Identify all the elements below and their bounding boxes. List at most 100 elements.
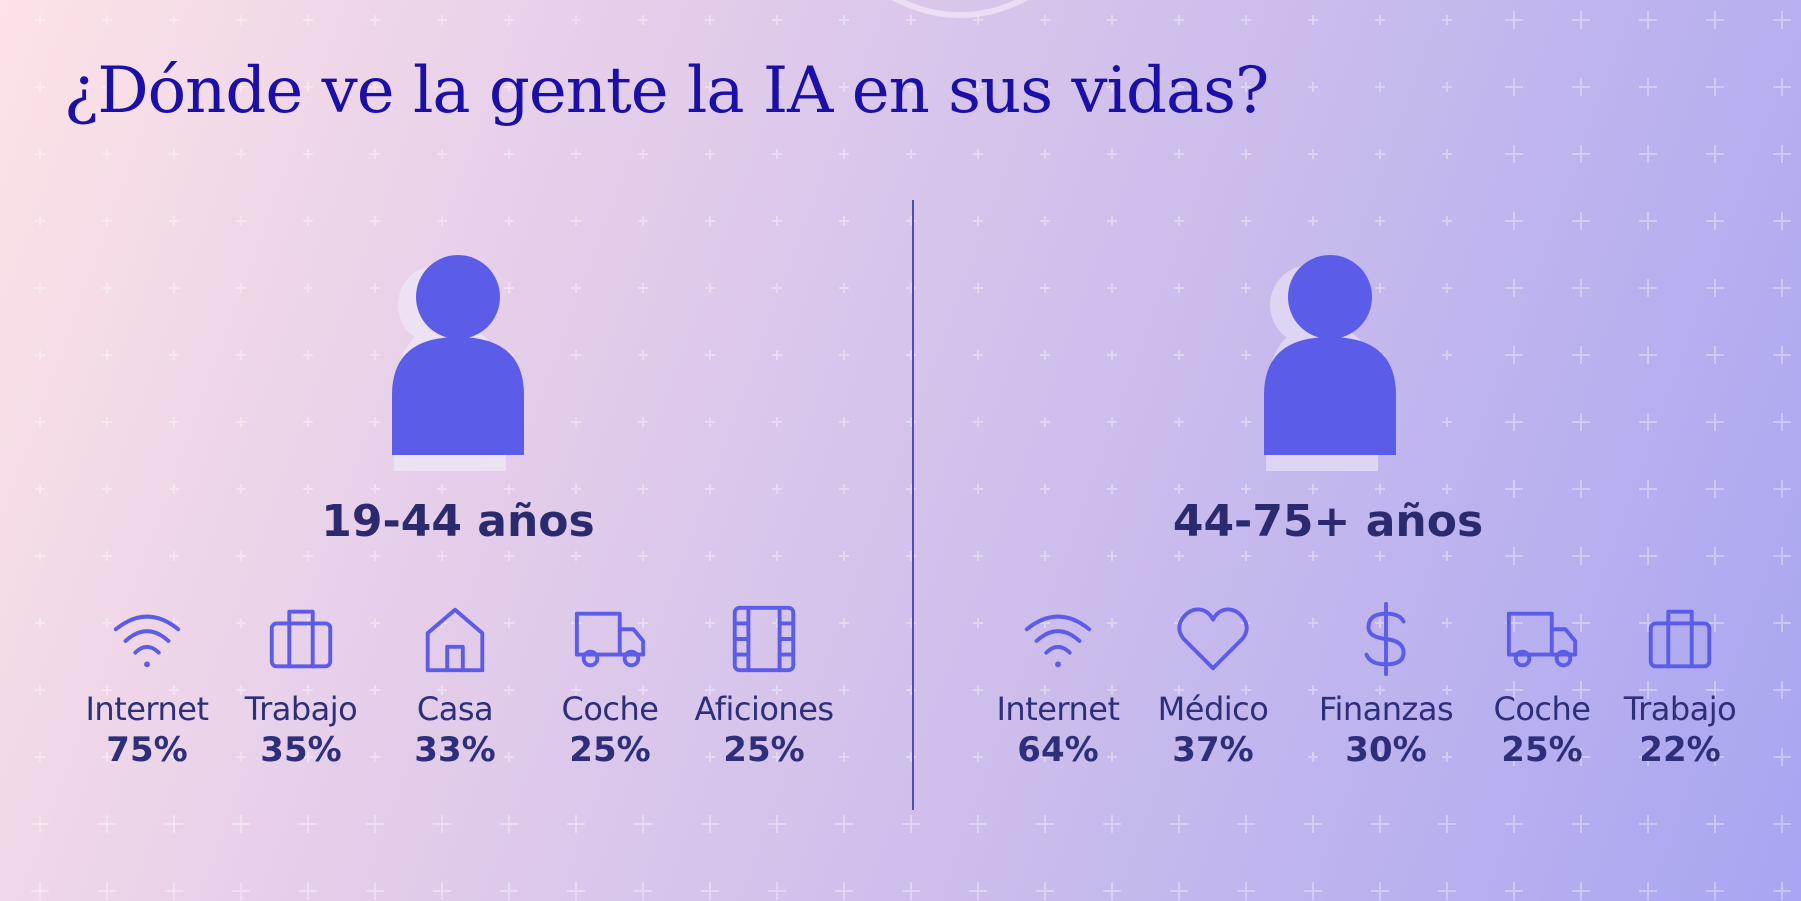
plus-decoration (236, 216, 246, 226)
plus-decoration (504, 283, 514, 293)
plus-decoration (973, 350, 983, 360)
plus-decoration (1375, 82, 1385, 92)
plus-decoration (1639, 681, 1657, 699)
plus-decoration (1572, 413, 1590, 431)
plus-decoration (567, 882, 585, 900)
briefcase-icon (1648, 609, 1712, 669)
plus-decoration (1241, 752, 1251, 762)
plus-decoration (1107, 685, 1117, 695)
group-divider (912, 200, 914, 810)
plus-decoration (1375, 685, 1385, 695)
plus-decoration (169, 283, 179, 293)
plus-decoration (1174, 149, 1184, 159)
category-label: Internet (85, 690, 209, 728)
plus-decoration (571, 350, 581, 360)
truck-icon (574, 611, 646, 668)
plus-decoration (102, 618, 112, 628)
category-value: 22% (1639, 730, 1721, 770)
plus-decoration (906, 350, 916, 360)
plus-decoration (35, 149, 45, 159)
plus-decoration (1040, 484, 1050, 494)
plus-decoration (1442, 350, 1452, 360)
plus-decoration (303, 15, 313, 25)
plus-decoration (303, 484, 313, 494)
plus-decoration (370, 618, 380, 628)
plus-decoration (366, 815, 384, 833)
plus-decoration (165, 815, 183, 833)
plus-decoration (973, 618, 983, 628)
plus-decoration (1040, 283, 1050, 293)
plus-decoration (1639, 78, 1657, 96)
category-label: Trabajo (244, 690, 358, 728)
plus-decoration (1572, 346, 1590, 364)
plus-decoration (370, 417, 380, 427)
plus-decoration (1773, 547, 1791, 565)
plus-decoration (1572, 279, 1590, 297)
plus-decoration (969, 815, 987, 833)
plus-decoration (1773, 480, 1791, 498)
plus-decoration (638, 618, 648, 628)
plus-decoration (969, 882, 987, 900)
category-value: 37% (1172, 730, 1254, 770)
plus-decoration (1639, 882, 1657, 900)
plus-decoration (638, 685, 648, 695)
plus-decoration (370, 484, 380, 494)
plus-decoration (1706, 480, 1724, 498)
plus-decoration (1706, 547, 1724, 565)
plus-decoration (1036, 882, 1054, 900)
plus-decoration (1572, 11, 1590, 29)
plus-decoration (299, 882, 317, 900)
plus-decoration (1375, 149, 1385, 159)
plus-decoration (705, 350, 715, 360)
plus-decoration (169, 417, 179, 427)
plus-decoration (35, 618, 45, 628)
plus-decoration (102, 82, 112, 92)
page-title: ¿Dónde ve la gente la IA en sus vidas? (64, 54, 1269, 128)
plus-decoration (768, 882, 786, 900)
plus-decoration (973, 15, 983, 25)
plus-decoration (1174, 283, 1184, 293)
plus-decoration (705, 216, 715, 226)
plus-decoration (1442, 618, 1452, 628)
plus-decoration (1237, 882, 1255, 900)
plus-decoration (102, 15, 112, 25)
plus-decoration (1639, 413, 1657, 431)
category-item: Casa 33% (375, 600, 535, 770)
plus-decoration (567, 815, 585, 833)
plus-decoration (906, 484, 916, 494)
dollar-icon (1364, 601, 1406, 677)
plus-decoration (303, 685, 313, 695)
plus-decoration (973, 685, 983, 695)
plus-decoration (571, 484, 581, 494)
category-label: Trabajo (1623, 690, 1737, 728)
plus-decoration (638, 484, 648, 494)
category-label: Aficiones (694, 690, 834, 728)
plus-decoration (370, 685, 380, 695)
plus-decoration (1505, 547, 1523, 565)
truck-icon (1506, 611, 1578, 668)
plus-decoration (1773, 882, 1791, 900)
plus-decoration (1308, 82, 1318, 92)
plus-decoration (1706, 212, 1724, 230)
plus-decoration (102, 551, 112, 561)
heart-icon (1177, 607, 1249, 671)
category-value: 64% (1017, 730, 1099, 770)
plus-decoration (1375, 283, 1385, 293)
plus-decoration (772, 82, 782, 92)
plus-decoration (1237, 815, 1255, 833)
plus-decoration (1308, 149, 1318, 159)
category-value: 25% (723, 730, 805, 770)
plus-decoration (1442, 752, 1452, 762)
plus-decoration (98, 882, 116, 900)
plus-decoration (236, 283, 246, 293)
person-icon (392, 255, 524, 471)
plus-decoration (1572, 480, 1590, 498)
plus-decoration (1308, 484, 1318, 494)
plus-decoration (638, 149, 648, 159)
plus-decoration (102, 752, 112, 762)
plus-decoration (303, 752, 313, 762)
plus-decoration (705, 149, 715, 159)
category-label: Coche (1493, 690, 1591, 728)
plus-decoration (1174, 752, 1184, 762)
plus-decoration (1107, 82, 1117, 92)
